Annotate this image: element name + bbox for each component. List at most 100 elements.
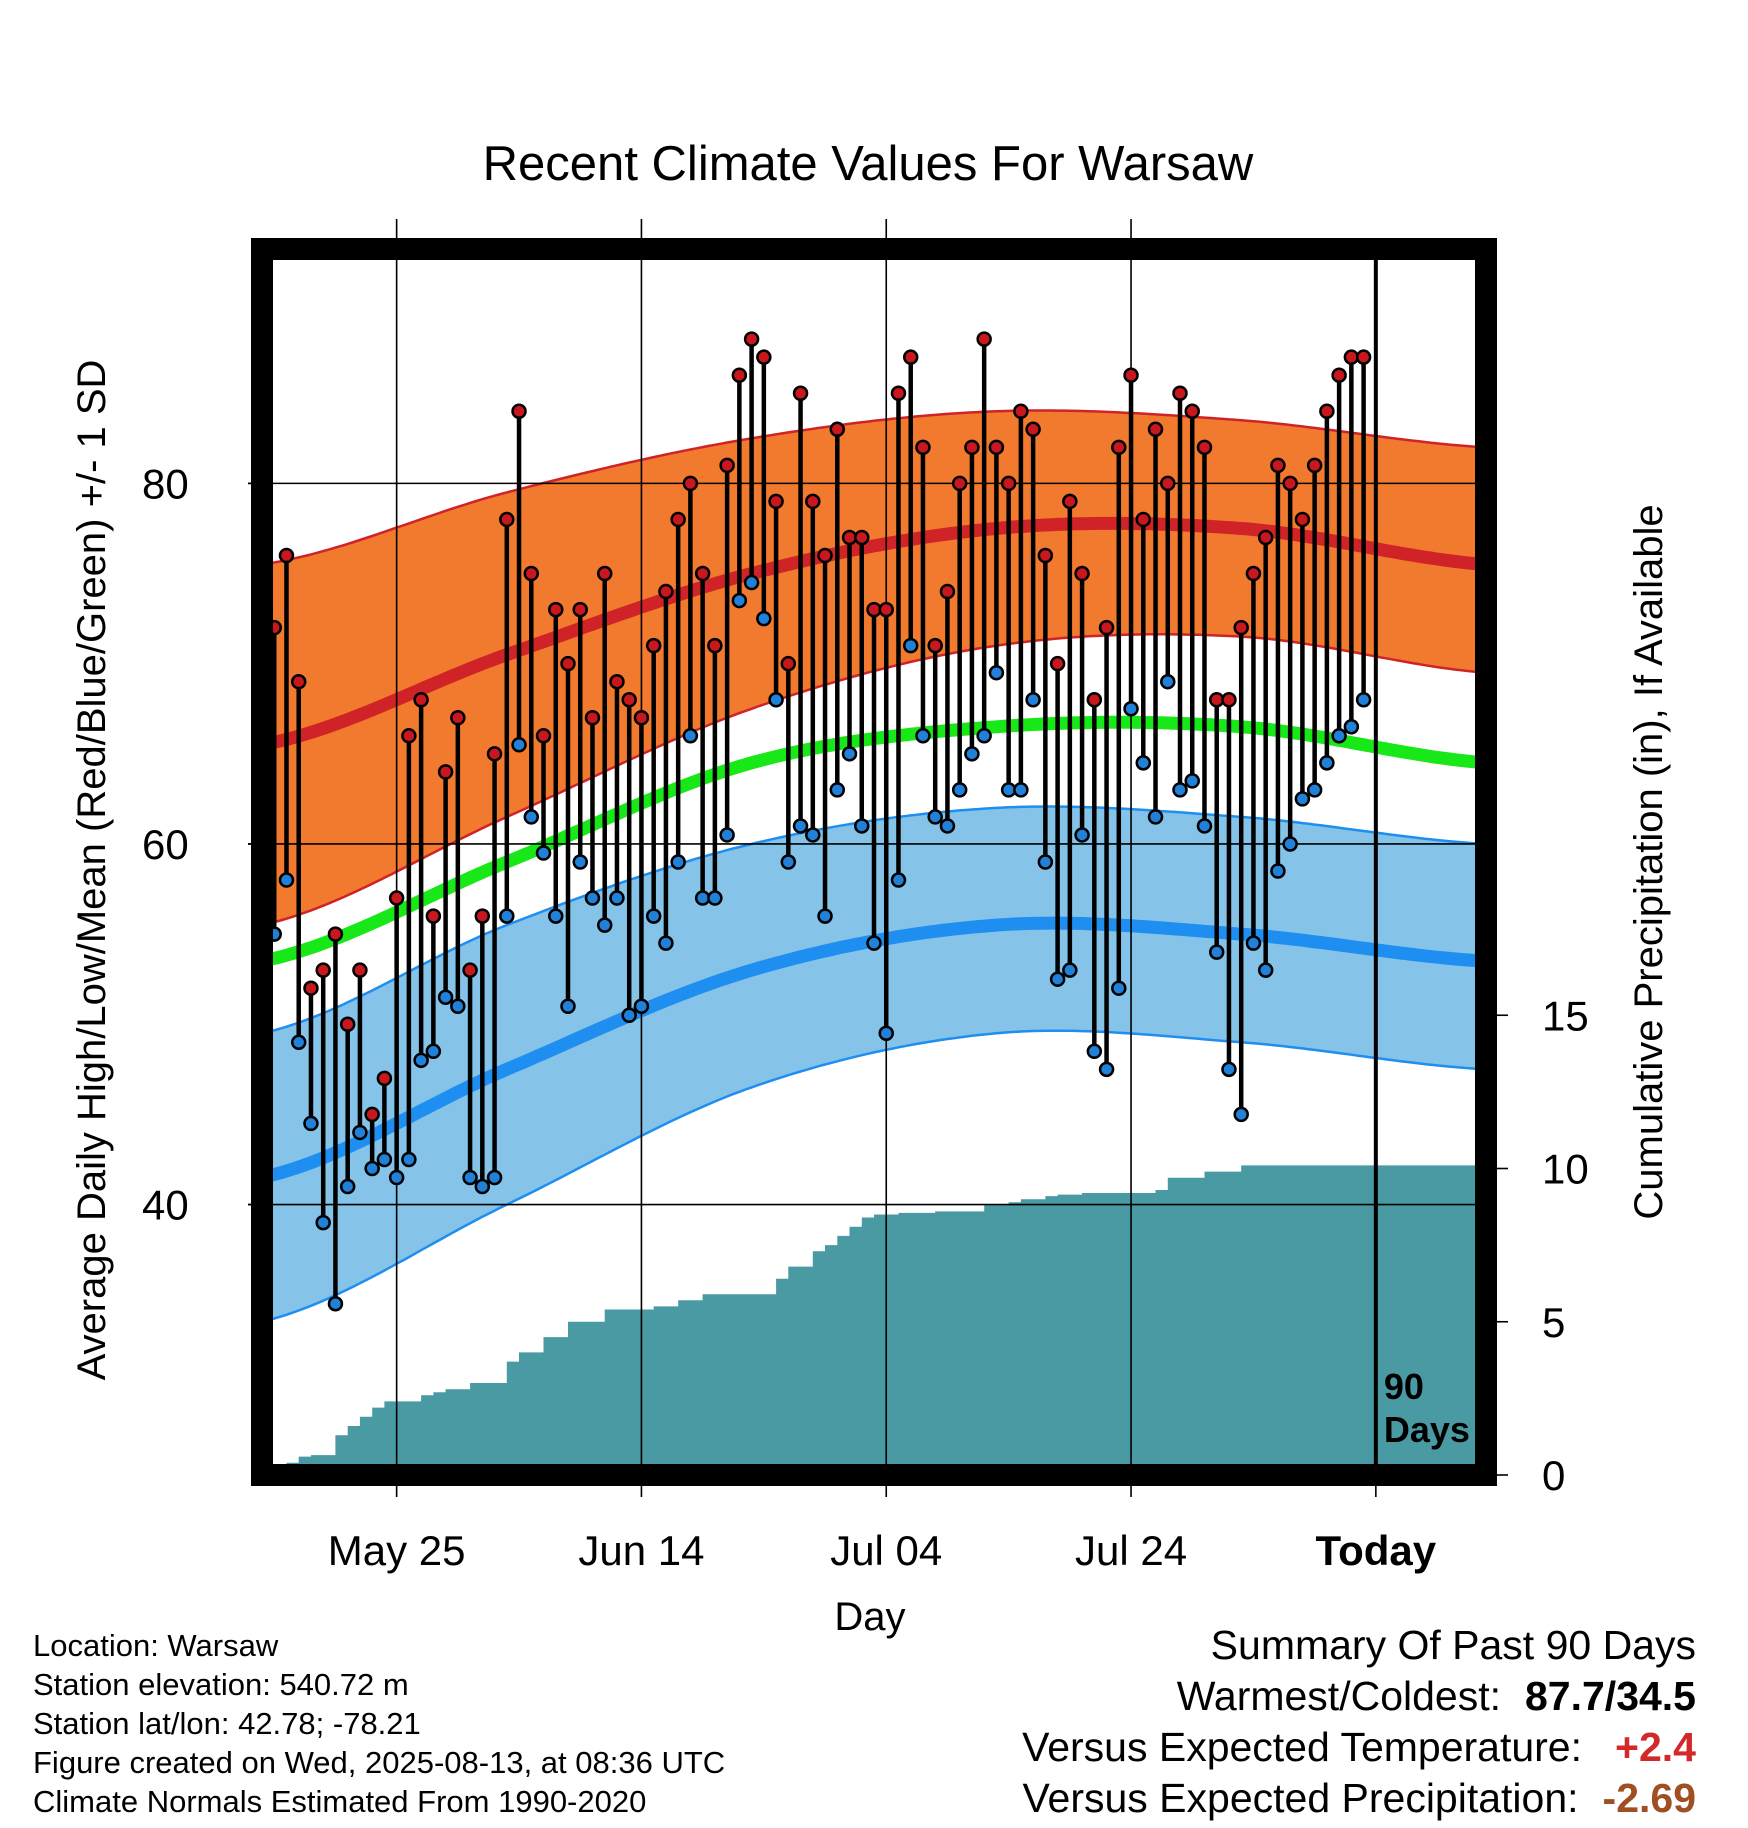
high-point-67	[1086, 691, 1103, 708]
today-label-number: 90	[1384, 1366, 1424, 1407]
high-point-85	[1306, 457, 1323, 474]
high-point-86	[1319, 403, 1335, 420]
low-point-11	[401, 1151, 417, 1168]
low-point-8	[364, 1160, 380, 1177]
high-point-41	[768, 493, 784, 510]
low-point-25	[572, 854, 588, 870]
station-info: Location: Warsaw Station elevation: 540.…	[33, 1626, 725, 1821]
low-point-14	[437, 989, 454, 1005]
low-point-82	[1270, 863, 1286, 879]
temp-value: +2.4	[1615, 1724, 1696, 1770]
low-point-62	[1025, 691, 1041, 708]
high-point-78	[1221, 691, 1237, 708]
low-point-53	[915, 728, 931, 744]
high-point-80	[1245, 565, 1262, 582]
precip-value: -2.69	[1602, 1775, 1696, 1821]
high-point-2	[290, 673, 307, 690]
high-point-31	[645, 637, 662, 654]
precip-row: Versus Expected Precipitation: -2.69	[1022, 1773, 1696, 1824]
high-point-45	[817, 547, 833, 564]
high-point-39	[743, 331, 760, 347]
low-point-63	[1037, 854, 1054, 870]
low-point-85	[1306, 782, 1323, 798]
high-point-40	[756, 349, 772, 365]
low-point-73	[1160, 673, 1176, 690]
y-tick-label-80: 80	[142, 460, 189, 507]
x-tick-label-3: Jul 24	[1075, 1527, 1187, 1574]
created-text: Figure created on Wed, 2025-08-13, at 08…	[33, 1745, 726, 1780]
high-point-36	[707, 637, 723, 654]
high-point-8	[364, 1106, 380, 1123]
high-point-59	[988, 439, 1005, 456]
elevation-text: Station elevation: 540.72 m	[33, 1667, 409, 1702]
high-point-73	[1160, 475, 1176, 492]
low-point-49	[866, 935, 882, 951]
high-point-5	[327, 926, 344, 942]
normals-note-text: Climate Normals Estimated From 1990-2020	[33, 1784, 647, 1819]
x-axis-label: Day	[834, 1595, 905, 1639]
low-point-52	[902, 637, 919, 654]
low-point-40	[756, 610, 772, 627]
high-point-28	[609, 673, 625, 690]
high-point-20	[511, 403, 527, 420]
high-point-65	[1062, 493, 1078, 510]
high-point-89	[1355, 349, 1372, 365]
high-point-60	[1000, 475, 1017, 492]
low-point-3	[303, 1115, 319, 1132]
high-point-9	[376, 1070, 393, 1087]
low-point-67	[1086, 1043, 1103, 1060]
high-point-63	[1037, 547, 1054, 564]
low-point-26	[584, 890, 601, 906]
low-point-56	[951, 782, 968, 798]
low-point-72	[1147, 809, 1164, 825]
high-point-23	[548, 601, 564, 618]
low-point-6	[339, 1178, 356, 1195]
low-point-59	[988, 664, 1005, 681]
high-point-51	[890, 385, 907, 401]
low-point-68	[1098, 1061, 1115, 1078]
y2-tick-label-15: 15	[1542, 992, 1589, 1039]
summary-panel: Summary Of Past 90 Days Warmest/Coldest:…	[1022, 1620, 1696, 1824]
chart-title: Recent Climate Values For Warsaw	[483, 137, 1254, 191]
high-point-56	[951, 475, 968, 492]
low-point-65	[1062, 962, 1078, 978]
low-point-15	[450, 998, 466, 1014]
today-label-days: Days	[1384, 1409, 1470, 1450]
high-point-30	[633, 710, 650, 726]
axes: 40 60 80 0 5 10 15 May 25 Jun 14 Jul 04 Jul 24 Toda…	[142, 302, 1589, 1574]
low-point-16	[462, 1169, 478, 1186]
low-point-10	[388, 1169, 405, 1186]
warm-cold-label: Warmest/Coldest:	[1176, 1673, 1501, 1719]
high-point-29	[621, 691, 637, 708]
high-point-76	[1196, 439, 1213, 456]
temp-row: Versus Expected Temperature: +2.4	[1022, 1722, 1696, 1773]
high-point-69	[1111, 439, 1127, 456]
high-point-72	[1147, 421, 1164, 438]
low-point-24	[560, 998, 576, 1014]
precip-label: Versus Expected Precipitation:	[1022, 1775, 1579, 1821]
high-point-35	[694, 565, 711, 582]
low-point-69	[1111, 980, 1127, 996]
low-point-5	[327, 1295, 344, 1312]
low-point-22	[535, 845, 552, 861]
high-point-62	[1025, 421, 1041, 438]
high-point-64	[1049, 655, 1066, 672]
high-point-1	[278, 547, 295, 564]
low-point-27	[596, 917, 613, 933]
low-point-51	[890, 872, 907, 888]
low-point-55	[939, 818, 956, 834]
low-point-23	[548, 908, 564, 924]
high-point-12	[413, 691, 429, 708]
low-point-81	[1257, 962, 1274, 978]
low-point-36	[707, 890, 723, 906]
high-point-79	[1233, 619, 1249, 636]
low-point-80	[1245, 935, 1262, 951]
low-point-61	[1013, 782, 1029, 798]
high-point-34	[682, 475, 699, 492]
high-point-19	[499, 511, 515, 528]
low-point-64	[1049, 971, 1066, 987]
low-point-74	[1172, 782, 1188, 798]
low-point-83	[1282, 836, 1298, 852]
daily-temperature-bars	[266, 331, 1372, 1312]
